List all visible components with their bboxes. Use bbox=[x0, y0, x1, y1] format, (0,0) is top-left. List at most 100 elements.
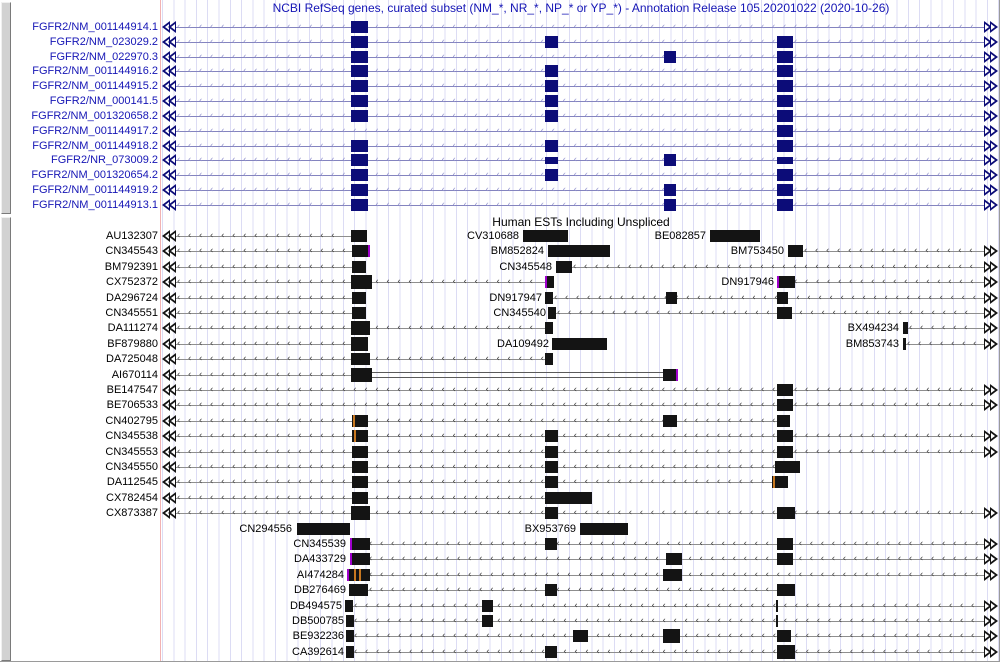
strand-arrow-line[interactable]: ‹‹‹‹‹‹‹‹‹‹‹‹‹‹‹‹‹‹‹‹‹‹‹‹‹‹‹‹‹‹‹‹‹‹‹‹‹‹‹‹… bbox=[176, 477, 788, 488]
strand-arrow-line[interactable]: ‹‹‹‹‹‹‹‹‹‹‹‹‹‹‹‹‹‹‹‹‹‹‹‹‹‹‹‹‹‹‹‹‹‹‹‹‹‹‹‹… bbox=[353, 616, 984, 627]
est-accession-label[interactable]: DA109492 bbox=[497, 338, 549, 350]
refseq-transcript-label[interactable]: FGFR2/NM_001144919.2 bbox=[32, 184, 158, 196]
refseq-transcript-label[interactable]: FGFR2/NM_022970.3 bbox=[49, 51, 158, 63]
exon-block[interactable] bbox=[777, 645, 795, 659]
est-accession-label[interactable]: CN294556 bbox=[239, 523, 292, 535]
exon-block[interactable] bbox=[545, 461, 558, 473]
strand-arrow-line[interactable]: ‹‹‹‹‹‹‹‹‹‹‹‹‹‹‹‹‹‹‹‹‹‹‹‹‹‹‹‹‹‹‹‹‹‹‹‹‹‹‹‹… bbox=[353, 601, 984, 612]
exon-block[interactable] bbox=[777, 307, 792, 319]
exon-block[interactable] bbox=[351, 184, 368, 196]
exon-block[interactable] bbox=[772, 476, 788, 488]
est-accession-label[interactable]: DA112545 bbox=[106, 476, 158, 488]
exon-block[interactable] bbox=[580, 523, 628, 535]
exon-block[interactable] bbox=[777, 125, 793, 137]
strand-arrow-line[interactable]: ‹‹‹‹‹‹‹‹‹‹‹‹‹‹‹‹‹ bbox=[793, 277, 984, 288]
est-accession-label[interactable]: BF879880 bbox=[107, 338, 158, 350]
est-accession-label[interactable]: DN917947 bbox=[489, 292, 542, 304]
exon-block[interactable] bbox=[350, 538, 370, 550]
exon-block[interactable] bbox=[777, 140, 793, 152]
exon-block[interactable] bbox=[545, 80, 558, 92]
strand-arrow-line[interactable]: ‹‹‹‹‹‹‹‹‹‹‹‹‹‹‹‹‹‹‹‹‹‹‹‹‹‹‹‹‹‹‹‹‹‹‹‹‹‹‹‹… bbox=[176, 126, 984, 137]
strand-arrow-line[interactable]: ‹‹‹‹‹‹‹‹‹‹‹‹‹‹‹‹ bbox=[176, 262, 352, 273]
exon-block[interactable] bbox=[351, 506, 370, 520]
exon-block[interactable] bbox=[777, 446, 793, 458]
strand-arrow-line[interactable]: ‹‹‹‹‹‹‹‹‹‹‹‹‹‹‹‹‹‹‹‹‹‹‹‹‹‹‹‹‹‹‹‹‹‹‹‹‹‹‹‹… bbox=[176, 141, 984, 152]
gap-double-line[interactable] bbox=[372, 372, 663, 378]
exon-block[interactable] bbox=[545, 292, 553, 304]
exon-block[interactable] bbox=[545, 322, 553, 334]
exon-block[interactable] bbox=[545, 446, 558, 458]
exon-block[interactable] bbox=[777, 110, 793, 122]
strand-arrow-line[interactable]: ‹‹‹‹‹‹‹‹‹‹‹‹‹‹‹‹‹‹‹‹‹‹‹‹‹‹‹‹‹‹‹‹‹‹‹‹‹‹‹‹… bbox=[176, 81, 984, 92]
exon-block[interactable] bbox=[666, 292, 677, 304]
exon-block[interactable] bbox=[351, 368, 372, 382]
est-accession-label[interactable]: CN345553 bbox=[105, 446, 158, 458]
exon-block[interactable] bbox=[351, 51, 368, 63]
exon-block[interactable] bbox=[347, 569, 370, 581]
strand-arrow-line[interactable]: ‹‹‹‹‹‹‹‹‹‹‹‹‹‹‹‹‹‹‹‹‹‹‹‹‹‹‹‹‹‹‹‹‹‹‹‹‹‹‹‹… bbox=[176, 447, 984, 458]
exon-block[interactable] bbox=[777, 80, 793, 92]
strand-arrow-line[interactable]: ‹‹‹‹‹‹‹‹‹‹‹‹‹‹‹‹‹‹‹‹‹‹‹‹‹‹‹‹‹‹‹‹‹‹‹‹‹‹‹‹… bbox=[176, 96, 984, 107]
est-accession-label[interactable]: CN345538 bbox=[105, 430, 158, 442]
est-accession-label[interactable]: CN345539 bbox=[293, 538, 346, 550]
exon-block[interactable] bbox=[777, 630, 791, 642]
exon-block[interactable] bbox=[351, 353, 370, 365]
exon-block[interactable] bbox=[545, 156, 558, 164]
exon-block[interactable] bbox=[777, 292, 788, 304]
exon-block[interactable] bbox=[777, 430, 793, 442]
exon-block[interactable] bbox=[545, 276, 554, 288]
exon-block[interactable] bbox=[663, 369, 678, 381]
exon-block[interactable] bbox=[666, 553, 682, 565]
exon-block[interactable] bbox=[664, 51, 676, 63]
exon-block[interactable] bbox=[351, 80, 368, 92]
est-accession-label[interactable]: BX953769 bbox=[524, 523, 576, 535]
est-accession-label[interactable]: CN345548 bbox=[499, 261, 552, 273]
strand-arrow-line[interactable]: ‹‹‹‹‹‹‹‹‹‹‹‹‹‹‹‹‹‹‹‹‹‹‹‹‹‹‹‹‹‹‹‹‹‹‹‹‹‹‹‹… bbox=[176, 37, 984, 48]
exon-block[interactable] bbox=[349, 584, 368, 596]
est-accession-label[interactable]: DB276469 bbox=[294, 584, 346, 596]
est-accession-label[interactable]: DA111274 bbox=[107, 322, 158, 334]
exon-block[interactable] bbox=[777, 415, 790, 427]
refseq-track-button[interactable] bbox=[1, 2, 11, 214]
est-accession-label[interactable]: CX782454 bbox=[106, 492, 158, 504]
exon-block[interactable] bbox=[777, 384, 793, 396]
exon-block[interactable] bbox=[351, 110, 368, 122]
est-accession-label[interactable]: BX494234 bbox=[847, 322, 899, 334]
exon-block[interactable] bbox=[523, 230, 568, 242]
exon-block[interactable] bbox=[352, 430, 368, 442]
exon-block[interactable] bbox=[545, 140, 558, 152]
exon-block[interactable] bbox=[545, 646, 557, 658]
refseq-transcript-label[interactable]: FGFR2/NM_001144914.1 bbox=[32, 21, 158, 33]
exon-block[interactable] bbox=[351, 199, 368, 211]
exon-block[interactable] bbox=[548, 245, 610, 257]
est-accession-label[interactable]: BE932236 bbox=[292, 630, 344, 642]
exon-block[interactable] bbox=[776, 615, 778, 627]
strand-arrow-line[interactable]: ‹‹‹‹‹‹‹‹‹‹‹‹‹‹‹‹‹‹‹‹‹‹‹‹‹‹‹‹‹‹‹‹‹‹‹‹‹ bbox=[572, 262, 984, 273]
exon-block[interactable] bbox=[777, 156, 793, 164]
strand-arrow-line[interactable]: ‹‹‹‹‹‹‹‹‹‹‹‹‹‹‹‹‹‹‹‹‹‹‹‹‹‹‹‹‹‹‹‹‹‹‹‹‹‹‹‹… bbox=[176, 462, 800, 473]
est-accession-label[interactable]: BM753450 bbox=[730, 245, 784, 257]
exon-block[interactable] bbox=[777, 507, 795, 519]
exon-block[interactable] bbox=[777, 399, 793, 411]
strand-arrow-line[interactable]: ‹‹‹‹‹‹‹‹‹‹‹‹‹‹‹‹‹‹‹‹‹‹‹‹‹‹‹‹‹‹‹‹‹‹‹‹‹ bbox=[176, 493, 592, 504]
exon-block[interactable] bbox=[352, 245, 370, 257]
exon-block[interactable] bbox=[777, 36, 793, 48]
refseq-transcript-label[interactable]: FGFR2/NM_000141.5 bbox=[49, 95, 158, 107]
exon-block[interactable] bbox=[664, 154, 676, 166]
est-accession-label[interactable]: CA392614 bbox=[292, 646, 344, 658]
strand-arrow-line[interactable]: ‹‹‹‹‹‹‹‹‹‹‹‹‹‹‹‹‹‹‹‹‹‹‹‹‹‹‹‹‹‹‹‹‹‹‹‹‹‹‹‹… bbox=[368, 539, 984, 550]
strand-arrow-line[interactable]: ‹‹‹‹‹‹‹‹‹‹‹‹‹‹‹‹ bbox=[176, 339, 352, 350]
refseq-transcript-label[interactable]: FGFR2/NM_001144913.1 bbox=[32, 199, 158, 211]
exon-block[interactable] bbox=[352, 492, 368, 504]
exon-block[interactable] bbox=[777, 51, 793, 63]
exon-block[interactable] bbox=[351, 337, 368, 351]
strand-arrow-line[interactable]: ‹‹‹‹‹‹‹‹‹‹‹‹‹‹‹‹ bbox=[176, 308, 352, 319]
strand-arrow-line[interactable]: ‹‹‹‹‹‹‹‹‹‹‹‹‹‹‹‹‹‹‹‹‹‹‹‹‹‹‹‹‹‹‹‹‹‹‹‹‹‹‹‹… bbox=[176, 416, 790, 427]
exon-block[interactable] bbox=[573, 630, 588, 642]
strand-arrow-line[interactable]: ‹‹‹‹‹‹‹‹‹‹‹‹‹‹‹‹‹‹‹‹‹‹‹‹‹‹‹‹‹‹‹‹‹‹‹‹‹‹‹‹… bbox=[176, 385, 984, 396]
exon-block[interactable] bbox=[351, 36, 368, 48]
exon-block[interactable] bbox=[352, 461, 368, 473]
strand-arrow-line[interactable]: ‹‹‹‹‹‹‹‹‹‹‹‹‹‹‹‹‹‹‹‹‹‹‹‹‹‹‹‹‹‹‹‹‹‹‹‹‹‹‹‹… bbox=[176, 155, 984, 166]
strand-arrow-line[interactable]: ‹‹‹‹‹‹‹‹‹‹‹‹‹‹‹‹‹‹‹‹‹‹‹‹‹‹‹‹‹‹‹‹‹‹‹‹‹‹ bbox=[368, 585, 795, 596]
est-accession-label[interactable]: CN345543 bbox=[105, 245, 158, 257]
